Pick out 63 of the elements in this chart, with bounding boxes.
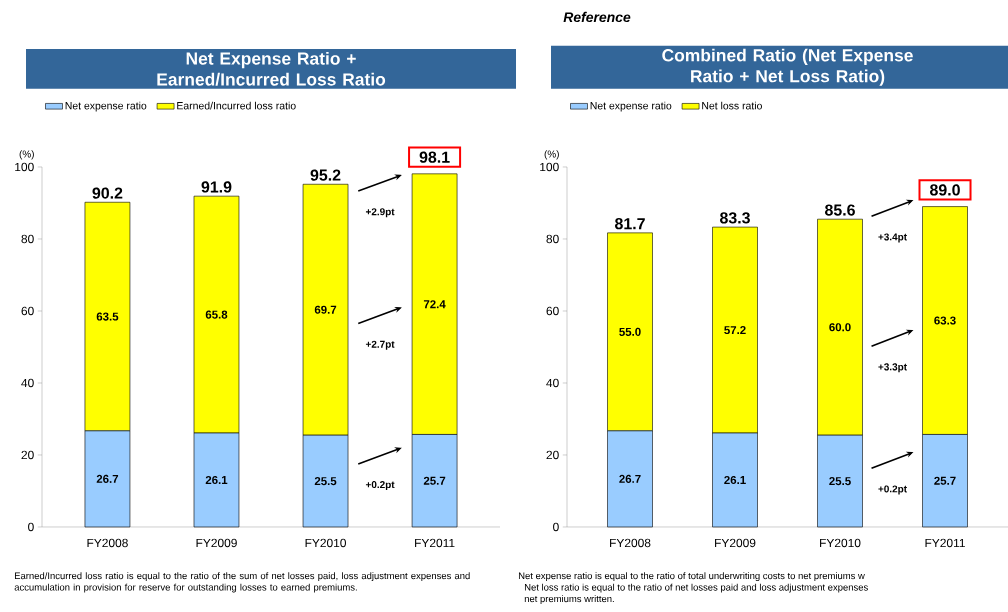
- data-label: 25.5: [314, 477, 337, 486]
- legend-label: Net loss ratio: [702, 101, 762, 110]
- data-label: 63.3: [934, 316, 956, 325]
- y-tick-label: 60: [21, 306, 34, 316]
- y-tick-label: 0: [28, 522, 34, 532]
- y-tick-label: 20: [21, 450, 34, 460]
- annotation: +2.9pt: [365, 208, 395, 218]
- total-label: 81.7: [615, 218, 645, 230]
- total-label: 90.2: [92, 187, 123, 199]
- x-tick-label: FY2009: [196, 538, 237, 548]
- text: Net expense ratio is equal to the ratio of total underwriting costs to net premiums w: [518, 572, 865, 582]
- data-label: 25.7: [423, 476, 446, 485]
- data-label: 55.0: [619, 327, 641, 336]
- y-tick-label: 80: [546, 234, 559, 244]
- y-tick-label: 20: [546, 450, 559, 460]
- data-label: 26.7: [96, 474, 119, 483]
- total-label: 91.9: [201, 181, 232, 193]
- annotation: +0.2pt: [878, 485, 907, 495]
- legend-label: Earned/Incurred loss ratio: [177, 101, 296, 110]
- text: Net loss ratio is equal to the ratio of net losses paid and loss adjustment expenses: [524, 583, 868, 593]
- y-tick-label: 40: [546, 378, 559, 388]
- data-label: 72.4: [423, 300, 446, 309]
- total-label: 89.0: [930, 184, 960, 196]
- y-tick-label: 100: [15, 162, 34, 172]
- data-label: 26.1: [724, 475, 746, 485]
- annotation: +2.7pt: [365, 340, 395, 350]
- data-label: 65.8: [205, 310, 228, 319]
- x-tick-label: FY2011: [415, 538, 455, 548]
- x-tick-label: FY2009: [715, 538, 756, 548]
- x-tick-label: FY2011: [925, 538, 965, 548]
- text: Earned/Incurred loss ratio is equal to the ratio of the sum of net losses paid, loss adjustment expenses and accumulation in provision for reserve for outstanding losses to earned premiums.: [14, 572, 470, 593]
- data-label: 26.7: [619, 474, 641, 483]
- x-tick-label: FY2010: [305, 538, 346, 548]
- data-label: 57.2: [724, 326, 746, 335]
- data-label: 60.0: [829, 323, 851, 332]
- y-tick-label: 40: [21, 378, 34, 388]
- data-label: 25.5: [829, 477, 851, 486]
- y-axis-title: (%): [544, 150, 559, 160]
- chart-subtitle: Reference: [563, 11, 631, 23]
- x-tick-label: FY2010: [820, 538, 861, 548]
- total-label: 98.1: [419, 151, 450, 163]
- chart-title: Combined Ratio (Net Expense Ratio + Net Loss Ratio): [662, 48, 913, 86]
- x-tick-label: FY2008: [87, 538, 128, 548]
- y-axis-title: (%): [19, 150, 34, 160]
- y-tick-label: 60: [546, 306, 559, 316]
- annotation: +3.3pt: [878, 363, 907, 373]
- annotation: +0.2pt: [365, 481, 395, 491]
- data-label: 63.5: [96, 312, 119, 321]
- text: net premiums written.: [524, 595, 614, 605]
- chart-title: Net Expense Ratio + Earned/Incurred Loss Ratio: [157, 51, 386, 86]
- legend-label: Net expense ratio: [65, 101, 147, 112]
- total-label: 83.3: [720, 212, 750, 224]
- legend-label: Net expense ratio: [590, 101, 672, 112]
- x-tick-label: FY2008: [610, 538, 651, 548]
- y-tick-label: 80: [21, 234, 34, 244]
- data-label: 26.1: [205, 475, 228, 485]
- data-label: 25.7: [934, 476, 956, 485]
- total-label: 95.2: [310, 169, 341, 181]
- data-label: 69.7: [314, 305, 337, 314]
- total-label: 85.6: [825, 204, 855, 216]
- annotation: +3.4pt: [878, 233, 907, 243]
- y-tick-label: 100: [540, 162, 559, 172]
- y-tick-label: 0: [553, 522, 559, 532]
